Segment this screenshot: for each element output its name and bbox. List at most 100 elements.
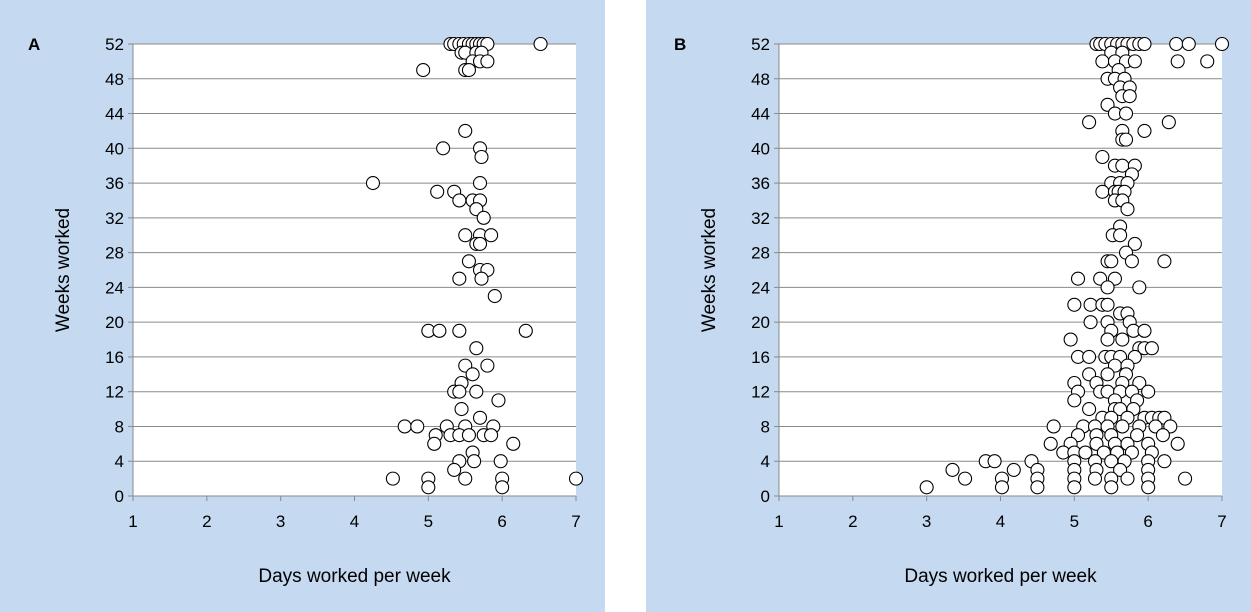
- data-point: [1070, 271, 1086, 286]
- data-point: [447, 462, 462, 477]
- data-point: [1095, 149, 1110, 165]
- chart-panel-b: 0 4 8 12 16 20 24 28 32 36 40 44 48 52 1 2 3 4 5 6 7 B Days wo…: [646, 0, 1251, 612]
- y-axis-title: Weeks worked: [699, 208, 720, 332]
- y-tick-label: 44: [751, 105, 770, 124]
- x-tick-label: 6: [1143, 512, 1152, 531]
- data-point: [958, 471, 973, 486]
- data-point: [1067, 480, 1082, 495]
- data-point: [452, 193, 467, 208]
- data-point: [1100, 297, 1115, 312]
- data-point: [458, 228, 473, 243]
- y-tick-label: 52: [105, 35, 124, 54]
- data-point: [1046, 419, 1061, 434]
- data-point: [410, 419, 425, 434]
- data-point: [469, 341, 484, 356]
- data-point: [1083, 315, 1098, 330]
- y-tick-label: 12: [105, 383, 124, 402]
- data-point: [487, 289, 502, 304]
- data-point: [472, 410, 488, 425]
- y-tick-label: 20: [105, 313, 124, 332]
- x-tick-label: 3: [276, 512, 285, 531]
- data-point: [518, 323, 533, 338]
- data-point: [1100, 332, 1115, 347]
- y-tick-label: 16: [105, 348, 124, 367]
- data-point: [458, 123, 473, 138]
- x-tick-label: 4: [996, 512, 1005, 531]
- data-point: [1115, 419, 1130, 434]
- data-point: [1095, 54, 1110, 69]
- data-point: [1087, 471, 1103, 486]
- data-point: [1082, 115, 1097, 130]
- data-point: [1067, 393, 1082, 408]
- data-point: [416, 63, 431, 78]
- data-point: [421, 480, 436, 495]
- data-point: [1104, 254, 1119, 269]
- data-point: [1006, 462, 1021, 477]
- data-point: [919, 480, 934, 495]
- data-point: [1120, 471, 1135, 486]
- y-tick-label: 36: [751, 174, 770, 193]
- data-point: [476, 210, 491, 225]
- data-point: [365, 176, 381, 191]
- data-point: [1043, 436, 1058, 451]
- data-point: [1100, 280, 1115, 295]
- data-point: [994, 480, 1010, 495]
- y-tick-label: 32: [751, 209, 770, 228]
- data-point: [1137, 323, 1152, 338]
- chart-panel-a: 0 4 8 12 16 20 24 28 32 36 40 44 48 52 1 2 3 4 5 6 7 A Days wo…: [0, 0, 605, 612]
- x-tick-label: 7: [571, 512, 580, 531]
- y-tick-label: 28: [105, 244, 124, 263]
- data-point: [452, 384, 467, 399]
- x-tick-label: 3: [922, 512, 931, 531]
- data-point: [493, 454, 508, 469]
- y-tick-label: 32: [105, 209, 124, 228]
- data-point: [430, 184, 445, 199]
- y-tick-label: 0: [761, 487, 770, 506]
- y-tick-label: 36: [105, 174, 124, 193]
- y-tick-label: 8: [115, 417, 124, 436]
- data-point: [1132, 280, 1147, 295]
- y-tick-label: 28: [751, 244, 770, 263]
- data-point: [533, 36, 548, 52]
- data-point: [1157, 254, 1172, 269]
- data-point: [1124, 254, 1139, 269]
- y-tick-label: 40: [751, 139, 770, 158]
- data-point: [452, 323, 467, 338]
- data-point: [491, 393, 506, 408]
- data-point: [436, 141, 451, 156]
- data-point: [1120, 202, 1135, 217]
- y-tick-label: 12: [751, 383, 770, 402]
- data-point: [472, 236, 488, 251]
- data-point: [461, 428, 476, 443]
- y-tick-label: 48: [105, 70, 124, 89]
- data-point: [1067, 297, 1082, 312]
- data-point: [1063, 332, 1078, 347]
- x-tick-label: 1: [774, 512, 783, 531]
- data-point: [1178, 471, 1193, 486]
- data-point: [469, 384, 484, 399]
- y-tick-label: 48: [751, 70, 770, 89]
- panel-label: B: [674, 35, 686, 54]
- data-point: [454, 402, 469, 417]
- data-point: [465, 367, 480, 382]
- y-tick-label: 52: [751, 35, 770, 54]
- panel-label: A: [28, 35, 40, 54]
- y-tick-label: 40: [105, 139, 124, 158]
- data-point: [427, 436, 442, 451]
- data-point: [484, 228, 499, 243]
- data-point: [461, 254, 476, 269]
- data-point: [1122, 89, 1137, 104]
- data-point: [1137, 123, 1152, 138]
- data-point: [1214, 36, 1230, 52]
- data-point: [1078, 445, 1093, 460]
- data-point: [1141, 384, 1156, 399]
- y-tick-label: 44: [105, 105, 124, 124]
- x-tick-label: 2: [202, 512, 211, 531]
- data-point: [1095, 184, 1110, 199]
- x-tick-label: 5: [1070, 512, 1079, 531]
- data-point: [474, 149, 489, 165]
- x-tick-label: 2: [848, 512, 857, 531]
- data-point: [945, 462, 960, 477]
- data-point: [1118, 132, 1134, 147]
- data-point: [461, 63, 476, 78]
